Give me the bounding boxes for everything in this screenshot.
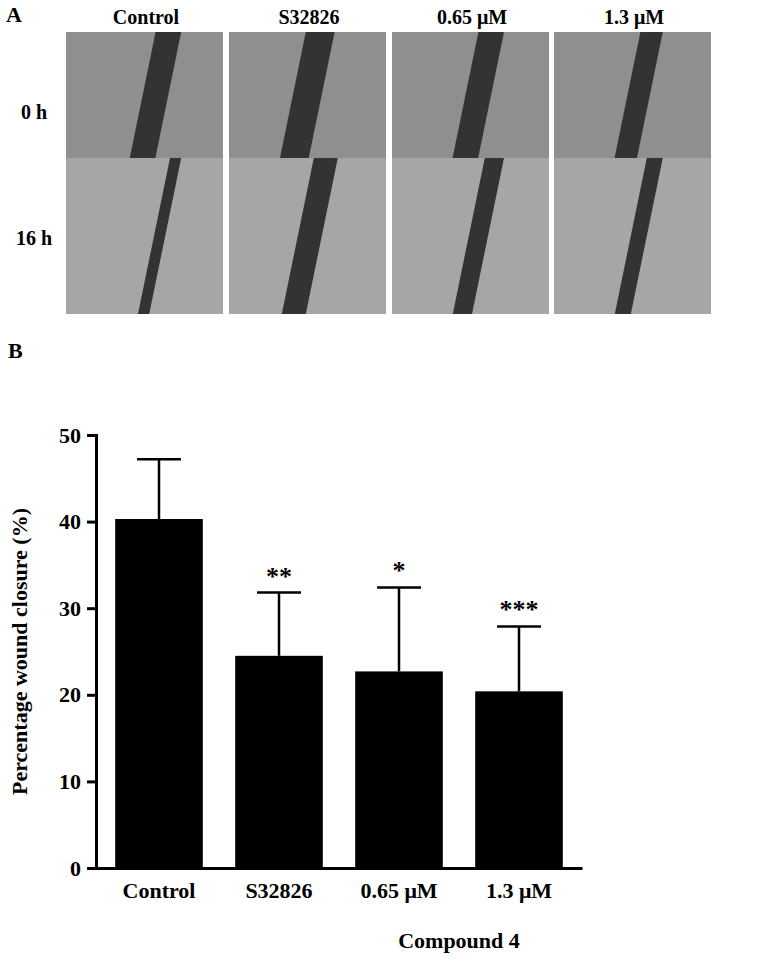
- y-tick: 0: [70, 856, 96, 881]
- x-tick: 0.65 μM: [360, 868, 437, 903]
- x-group-label: Compound 4: [398, 928, 520, 953]
- scratch-gap: [615, 158, 663, 314]
- error-bar: [497, 626, 541, 691]
- y-tick-label: 40: [59, 509, 81, 534]
- error-cap: [257, 591, 301, 594]
- y-tick: 10: [59, 769, 96, 794]
- cell-layer: [66, 158, 223, 314]
- figure: AControlS328260.65 μM1.3 μM0 h16 hB*****…: [0, 0, 780, 974]
- bar: [475, 691, 563, 868]
- panel-label: B: [8, 338, 23, 363]
- row-label: 0 h: [21, 101, 47, 123]
- x-tick-label: S32826: [245, 878, 312, 903]
- error-stem: [398, 587, 401, 671]
- cell-layer: [229, 158, 386, 314]
- bar: [355, 671, 443, 868]
- x-tick: S32826: [245, 868, 312, 903]
- y-tick-label: 10: [59, 769, 81, 794]
- y-tick-label: 20: [59, 682, 81, 707]
- significance: ***: [500, 595, 539, 624]
- x-tick-label: 1.3 μM: [486, 878, 552, 903]
- x-tick: Control: [123, 868, 196, 903]
- error-cap: [137, 458, 181, 461]
- y-tick-label: 50: [59, 423, 81, 448]
- y-tick: 40: [59, 509, 96, 534]
- y-axis-line: [87, 436, 97, 869]
- scratch-gap: [138, 158, 181, 314]
- error-stem: [158, 459, 161, 519]
- error-bar: [137, 459, 181, 519]
- y-tick-label: 30: [59, 596, 81, 621]
- scratch-gap: [282, 158, 338, 314]
- y-tick: 20: [59, 682, 96, 707]
- error-stem: [518, 626, 521, 691]
- x-tick: 1.3 μM: [486, 868, 552, 903]
- cell-layer: [392, 158, 549, 314]
- plot-area: [115, 459, 563, 868]
- column-label: 0.65 μM: [437, 6, 507, 29]
- y-tick-mark: [87, 521, 96, 524]
- y-tick-mark: [87, 607, 96, 610]
- panel-label: A: [6, 2, 22, 27]
- significance: **: [266, 562, 292, 591]
- micrograph: [229, 158, 386, 314]
- y-tick-mark: [87, 867, 96, 870]
- x-axis-line: [97, 867, 583, 870]
- error-cap: [497, 625, 541, 628]
- x-axis: Control S32826 0.65 μM 1.3 μM: [97, 868, 583, 903]
- y-axis: 0 10 20 30 40 50: [59, 423, 97, 881]
- error-bar: [257, 593, 301, 656]
- y-tick-mark: [87, 780, 96, 783]
- x-tick-label: Control: [123, 878, 196, 903]
- significance: *: [393, 556, 406, 585]
- column-label: S32826: [278, 6, 339, 28]
- cell-layer: [554, 158, 711, 314]
- bar: [115, 519, 203, 868]
- micrograph: [66, 158, 223, 314]
- y-tick-mark: [87, 434, 96, 437]
- error-cap: [377, 586, 421, 589]
- column-label: 1.3 μM: [604, 6, 664, 29]
- y-axis-title: Percentage wound closure (%): [7, 508, 32, 795]
- y-tick: 50: [59, 423, 96, 448]
- y-tick-mark: [87, 694, 96, 697]
- x-tick-label: 0.65 μM: [360, 878, 437, 903]
- bar: [235, 656, 323, 868]
- y-tick: 30: [59, 596, 96, 621]
- micrograph: [554, 158, 711, 314]
- row-label: 16 h: [16, 227, 52, 249]
- error-stem: [278, 593, 281, 656]
- scratch-gap: [453, 158, 504, 314]
- micrograph: [392, 158, 549, 314]
- error-bar: [377, 587, 421, 671]
- column-label: Control: [113, 6, 180, 28]
- y-tick-label: 0: [70, 856, 81, 881]
